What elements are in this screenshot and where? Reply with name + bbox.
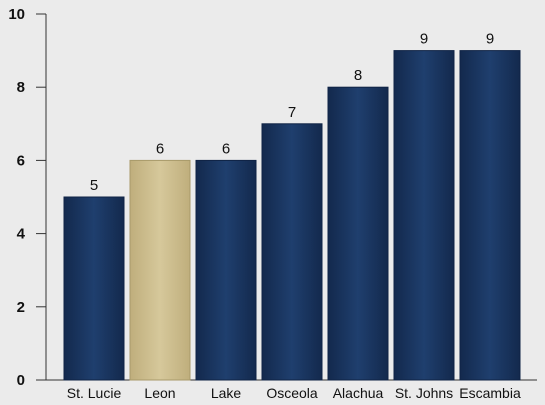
y-axis: 0 2 4 6 8 10 <box>8 6 47 389</box>
bar <box>195 159 257 381</box>
x-category-label: Lake <box>211 385 242 401</box>
bar-value-label: 6 <box>222 140 230 157</box>
x-axis: St. Lucie Leon Lake Osceola Alachua St. Johns… <box>46 379 537 401</box>
x-category-label: St. Johns <box>395 385 453 401</box>
bar <box>459 50 521 381</box>
x-category-label: Leon <box>144 385 175 401</box>
bar-value-label: 9 <box>420 31 428 48</box>
bar <box>327 86 389 381</box>
bar-value-label: 5 <box>90 177 98 194</box>
bar-value-label: 9 <box>486 31 494 48</box>
x-category-label: Osceola <box>266 385 318 401</box>
bar-value-label: 7 <box>288 104 296 121</box>
bar-value-label: 6 <box>156 140 164 157</box>
bar <box>393 50 455 381</box>
y-tick-label: 10 <box>8 6 25 23</box>
y-tick-label: 4 <box>17 226 26 243</box>
data-labels: 5 6 6 7 8 9 9 <box>90 31 494 194</box>
y-tick-label: 0 <box>17 372 25 389</box>
bar-value-label: 8 <box>354 67 362 84</box>
x-category-label: Alachua <box>333 385 384 401</box>
bar <box>261 123 323 381</box>
bar <box>63 196 125 381</box>
y-tick-label: 8 <box>17 79 25 96</box>
bars <box>63 50 521 381</box>
y-tick-label: 2 <box>17 299 25 316</box>
bar-highlighted <box>129 159 191 381</box>
x-category-label: Escambia <box>459 385 521 401</box>
x-category-label: St. Lucie <box>67 385 122 401</box>
y-tick-label: 6 <box>17 152 25 169</box>
